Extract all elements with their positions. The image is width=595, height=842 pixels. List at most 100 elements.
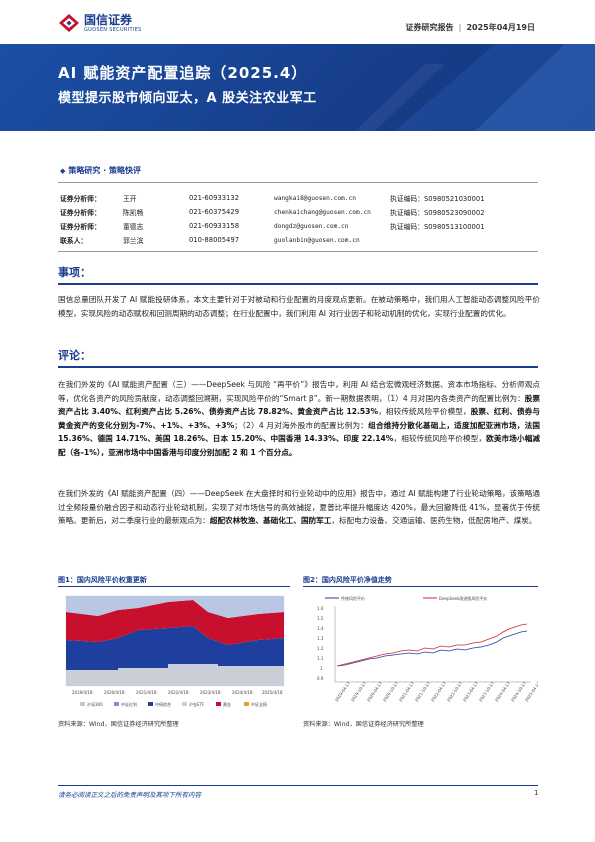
logo-en-text: GUOSEN SECURITIES xyxy=(84,26,142,33)
analyst-email[interactable]: guolanbin@guosen.com.cn xyxy=(274,236,360,244)
divider xyxy=(58,251,538,252)
analyst-email[interactable]: wangkai8@guosen.com.cn xyxy=(274,194,356,202)
text-run: ，标配电力设备、交通运输、医药生物，低配房地产、煤炭。 xyxy=(331,516,537,526)
legend-label: 中证红利 xyxy=(121,701,137,707)
legend-label: 沪深300 xyxy=(87,701,103,707)
series-deepseek xyxy=(336,623,528,667)
y-tick: 1 xyxy=(320,666,323,671)
disclaimer-note: 请务必阅读正文之后的免责声明及其项下所有内容 xyxy=(58,791,201,799)
guosen-logo-icon xyxy=(59,14,79,32)
analyst-table: 证券分析师： 王开 021-60933132 wangkai8@guosen.c… xyxy=(60,191,540,247)
analyst-email[interactable]: dongdz@guosen.com.cn xyxy=(274,222,349,230)
figure-2-source: 资料来源：Wind，国信证券经济研究所整理 xyxy=(303,721,424,728)
text-run: ，相较传统风险平价模型， xyxy=(378,407,471,417)
page-number: 1 xyxy=(534,789,539,797)
analyst-name: 王开 xyxy=(123,195,137,203)
highlight-run: 超配农林牧渔、基础化工、国防军工 xyxy=(209,516,332,526)
figure-1-source: 资料来源：Wind，国信证券经济研究所整理 xyxy=(58,721,179,728)
matter-paragraph: 国信总量团队开发了 AI 赋能投研体系，本文主要针对于对被动和行业配置的月度观点… xyxy=(58,295,540,318)
report-category: ◆ 策略研究 · 策略快评 xyxy=(60,165,141,176)
y-tick: 1.1 xyxy=(317,656,324,661)
legend-label: 传统风险平价 xyxy=(341,595,365,601)
analyst-name: 陈凯畅 xyxy=(123,209,144,217)
figure-1-title: 图1：国内风险平价权重更新 xyxy=(58,576,147,584)
analyst-license: 执证编码：S0980523090002 xyxy=(390,209,485,217)
highlight-run: 股票、红利、债券与黄金资产的变化分别为-7%、+1%、+3%、+3% xyxy=(58,407,540,430)
analyst-license: 执证编码：S0980521030001 xyxy=(390,195,485,203)
analyst-row: 联系人： 郭兰滨 010-88005497 guolanbin@guosen.c… xyxy=(60,233,540,247)
analyst-role: 联系人： xyxy=(60,237,88,245)
analyst-role: 证券分析师： xyxy=(60,195,101,203)
legend-swatch xyxy=(80,702,85,706)
comment-paragraph-2: 在我们外发的《AI 赋能资产配置（四）——DeepSeek 在大盘择时和行业轮动… xyxy=(58,487,540,528)
analyst-row: 证券分析师： 董德志 021-60933158 dongdz@guosen.co… xyxy=(60,219,540,233)
legend-swatch xyxy=(148,702,153,706)
highlight-run: 股票资产占比 3.40%、红利资产占比 5.26%、债券资产占比 78.82%、… xyxy=(58,393,541,417)
legend-label: 中债综合 xyxy=(155,701,171,707)
legend-label: 沪金ETF xyxy=(189,701,205,707)
title-banner xyxy=(0,44,595,131)
logo-cn-text: 国信证券 xyxy=(84,12,133,27)
diamond-icon: ◆ xyxy=(60,167,66,175)
report-date: 2025年04月19日 xyxy=(466,23,535,32)
text-run: 在我们外发的《AI 赋能资产配置（三）——DeepSeek 与风险 “再平价”》… xyxy=(58,380,540,403)
report-type: 证券研究报告 xyxy=(405,23,454,32)
highlight-run: 欧美市场小幅减配（各-1%），亚洲市场中中国香港与印度分别加配 2 和 1 个百… xyxy=(58,434,540,457)
analyst-phone: 010-88005497 xyxy=(189,236,240,244)
y-tick: 1.5 xyxy=(317,616,324,621)
y-tick: 1.2 xyxy=(317,646,324,651)
area-layer-gold xyxy=(66,600,284,645)
analyst-role: 证券分析师： xyxy=(60,223,101,231)
x-tick: 2021/4/18 xyxy=(136,690,157,695)
report-title: AI 赋能资产配置追踪（2025.4） xyxy=(58,64,308,82)
category-text: 策略研究 · 策略快评 xyxy=(68,166,141,175)
analyst-license: 执证编码：S0980513100001 xyxy=(390,223,485,231)
footer-rule xyxy=(58,785,538,786)
analyst-name: 董德志 xyxy=(123,223,144,231)
x-tick: 2020/4/18 xyxy=(104,690,125,695)
section-underline xyxy=(58,283,538,285)
analyst-license xyxy=(390,233,540,247)
banner-decoration xyxy=(355,44,595,131)
analyst-email[interactable]: chenkaichang@guosen.com.cn xyxy=(274,208,371,216)
figure-2-title: 图2：国内风险平价净值走势 xyxy=(303,576,392,584)
legend-label: DeepSeek改进版风险平价 xyxy=(439,595,487,601)
legend-label: 黄金 xyxy=(223,701,231,707)
figure-1-chart: 2019/4/18 2020/4/18 2021/4/18 2022/4/18 … xyxy=(65,595,285,707)
figure-2-chart: 传统风险平价 DeepSeek改进版风险平价 1.6 1.5 1.4 1.3 1… xyxy=(303,590,538,715)
page-header: 国信证券 GUOSEN SECURITIES 证券研究报告 | 2025年04月19… xyxy=(0,0,595,42)
analyst-role: 证券分析师： xyxy=(60,209,101,217)
divider xyxy=(58,182,538,183)
area-layer-top xyxy=(66,596,284,618)
analyst-phone: 021-60375429 xyxy=(189,208,240,216)
section-heading-matter: 事项： xyxy=(58,266,91,279)
report-subtitle: 模型提示股市倾向亚太，A 股关注农业军工 xyxy=(58,91,317,106)
section-underline xyxy=(58,366,538,368)
section-heading-comment: 评论： xyxy=(58,349,91,362)
report-meta: 证券研究报告 | 2025年04月19日 xyxy=(406,22,535,33)
figure-2-y-ticks: 1.6 1.5 1.4 1.3 1.2 1.1 1 0.9 xyxy=(317,606,324,681)
analyst-row: 证券分析师： 陈凯畅 021-60375429 chenkaichang@guo… xyxy=(60,205,540,219)
figure-1-legend: 沪深300 中证红利 中债综合 沪金ETF 黄金 中证全债 xyxy=(80,701,267,707)
series-traditional xyxy=(336,630,528,667)
figure-1-x-ticks: 2019/4/18 2020/4/18 2021/4/18 2022/4/18 … xyxy=(72,690,283,695)
x-tick: 2023/4/18 xyxy=(200,690,221,695)
x-tick: 2024/4/18 xyxy=(232,690,253,695)
comment-paragraph-1: 在我们外发的《AI 赋能资产配置（三）——DeepSeek 与风险 “再平价”》… xyxy=(58,378,540,460)
text-run: ；（2）4 月对海外股市的配置比例为： xyxy=(234,420,369,430)
figure-2-legend: 传统风险平价 DeepSeek改进版风险平价 xyxy=(325,595,487,601)
company-logo: 国信证券 GUOSEN SECURITIES xyxy=(58,13,142,33)
text-run: 在我们外发的《AI 赋能资产配置（四）——DeepSeek 在大盘择时和行业轮动… xyxy=(58,489,540,526)
analyst-row: 证券分析师： 王开 021-60933132 wangkai8@guosen.c… xyxy=(60,191,540,205)
text-run: ，相较传统风险平价模型， xyxy=(393,434,487,444)
y-tick: 0.9 xyxy=(317,676,324,681)
legend-swatch xyxy=(182,702,187,706)
legend-swatch xyxy=(114,702,119,706)
highlight-run: 组合维持分散化基础上，适度加配亚洲市场，法国 15.36%、德国 14.71%、… xyxy=(58,420,541,444)
y-tick: 1.6 xyxy=(317,606,324,611)
analyst-phone: 021-60933158 xyxy=(189,222,240,230)
x-tick: 2019/4/18 xyxy=(72,690,93,695)
area-layer-base xyxy=(66,664,284,686)
analyst-phone: 021-60933132 xyxy=(189,194,240,202)
figure-1-rule xyxy=(58,586,290,587)
